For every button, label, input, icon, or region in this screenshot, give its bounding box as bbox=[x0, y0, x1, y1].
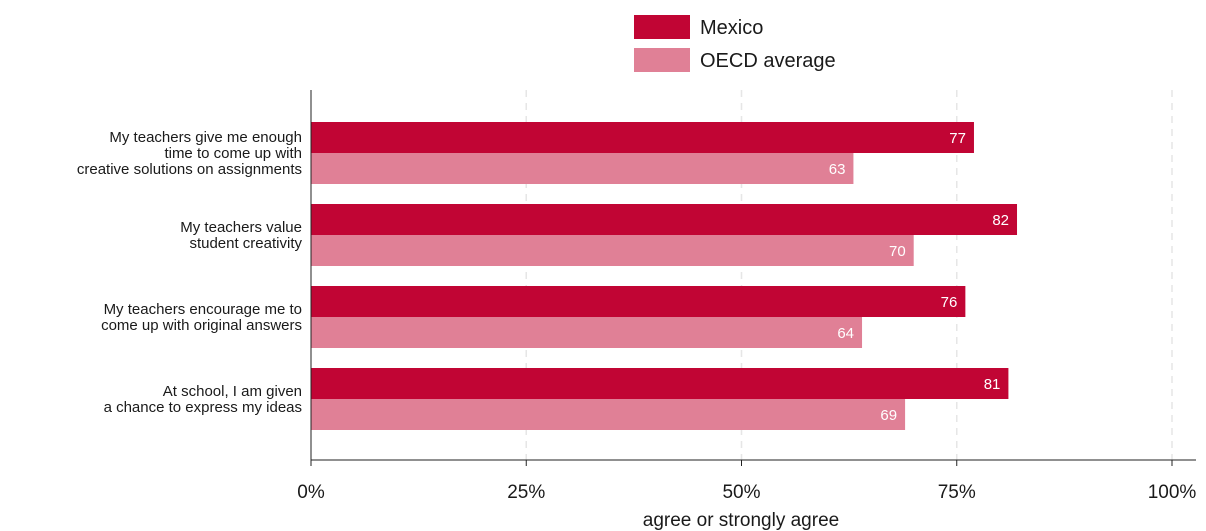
bar-mexico bbox=[311, 286, 966, 317]
legend-swatch-oecd-average bbox=[634, 48, 690, 72]
data-label: 70 bbox=[889, 243, 906, 260]
x-tick-label: 25% bbox=[507, 482, 545, 503]
data-label: 76 bbox=[941, 294, 958, 311]
gridlines bbox=[525, 90, 1173, 460]
data-label: 69 bbox=[880, 407, 897, 424]
x-axis-title: agree or strongly agree bbox=[643, 510, 839, 531]
legend-label: OECD average bbox=[700, 50, 836, 72]
category-label-line: a chance to express my ideas bbox=[104, 399, 302, 416]
legend: Mexico OECD average bbox=[634, 15, 836, 72]
category-label-line: My teachers encourage me to bbox=[104, 301, 302, 318]
category-label-line: My teachers value bbox=[180, 219, 302, 236]
data-label: 77 bbox=[949, 130, 966, 147]
bar-oecd-average bbox=[311, 153, 854, 184]
bar-oecd-average bbox=[311, 399, 906, 430]
bar-mexico bbox=[311, 122, 974, 153]
category-label-line: My teachers give me enough bbox=[109, 129, 302, 146]
axes bbox=[310, 90, 1196, 466]
x-tick-label: 0% bbox=[297, 482, 325, 503]
bars: 77 63 82 70 76 64 81 69 bbox=[311, 122, 1018, 430]
category-label-line: student creativity bbox=[189, 235, 302, 252]
category-labels: My teachers give me enough time to come u… bbox=[77, 129, 303, 416]
x-tick-label: 50% bbox=[722, 482, 760, 503]
bar-mexico bbox=[311, 204, 1018, 235]
category-label: At school, I am given a chance to express… bbox=[104, 383, 302, 416]
x-tick-label: 100% bbox=[1148, 482, 1197, 503]
category-label-line: creative solutions on assignments bbox=[77, 161, 302, 178]
x-tick-label: 75% bbox=[938, 482, 976, 503]
legend-swatch-mexico bbox=[634, 15, 690, 39]
bar-oecd-average bbox=[311, 317, 863, 348]
data-label: 63 bbox=[829, 161, 846, 178]
category-label: My teachers encourage me to come up with … bbox=[101, 301, 302, 334]
category-label-line: At school, I am given bbox=[163, 383, 302, 400]
category-label-line: time to come up with bbox=[164, 145, 302, 162]
x-tick-labels: 0% 25% 50% 75% 100% bbox=[297, 482, 1196, 503]
legend-label: Mexico bbox=[700, 17, 763, 39]
category-label: My teachers give me enough time to come u… bbox=[77, 129, 302, 178]
bar-mexico bbox=[311, 368, 1009, 399]
category-label: My teachers value student creativity bbox=[180, 219, 302, 252]
data-label: 81 bbox=[984, 376, 1001, 393]
bar-oecd-average bbox=[311, 235, 914, 266]
data-label: 64 bbox=[837, 325, 854, 342]
category-label-line: come up with original answers bbox=[101, 317, 302, 334]
data-label: 82 bbox=[992, 212, 1009, 229]
